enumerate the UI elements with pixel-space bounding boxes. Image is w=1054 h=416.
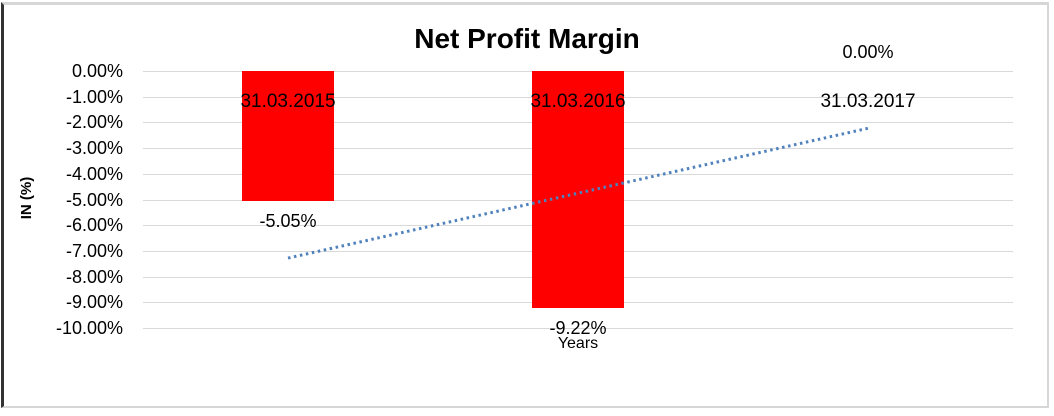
- y-axis-tick-label: 0.00%: [71, 61, 123, 81]
- y-axis-tick-label: -3.00%: [65, 138, 123, 159]
- value-label: -9.22%: [549, 317, 607, 338]
- x-axis-title: Years: [557, 335, 599, 352]
- category-label: 31.03.2017: [820, 91, 916, 112]
- y-axis-tick-label: -10.00%: [55, 318, 123, 338]
- category-label: 31.03.2016: [530, 91, 626, 112]
- y-axis-tick-label: -2.00%: [65, 112, 123, 133]
- y-axis-tick-label: -5.00%: [65, 189, 123, 210]
- gridline: [143, 328, 1013, 329]
- value-label: 0.00%: [842, 42, 894, 62]
- y-axis-tick-label: -7.00%: [65, 240, 123, 261]
- y-axis-tick-label: -9.00%: [65, 292, 123, 313]
- category-label: 31.03.2015: [240, 91, 336, 112]
- y-axis-tick-label: -8.00%: [65, 266, 123, 287]
- value-label: -5.05%: [259, 210, 317, 231]
- y-axis-tick-label: -6.00%: [65, 215, 123, 236]
- y-axis-tick-label: -1.00%: [65, 86, 123, 107]
- chart-title: Net Profit Margin: [414, 23, 640, 54]
- y-axis-tick-label: -4.00%: [65, 163, 123, 184]
